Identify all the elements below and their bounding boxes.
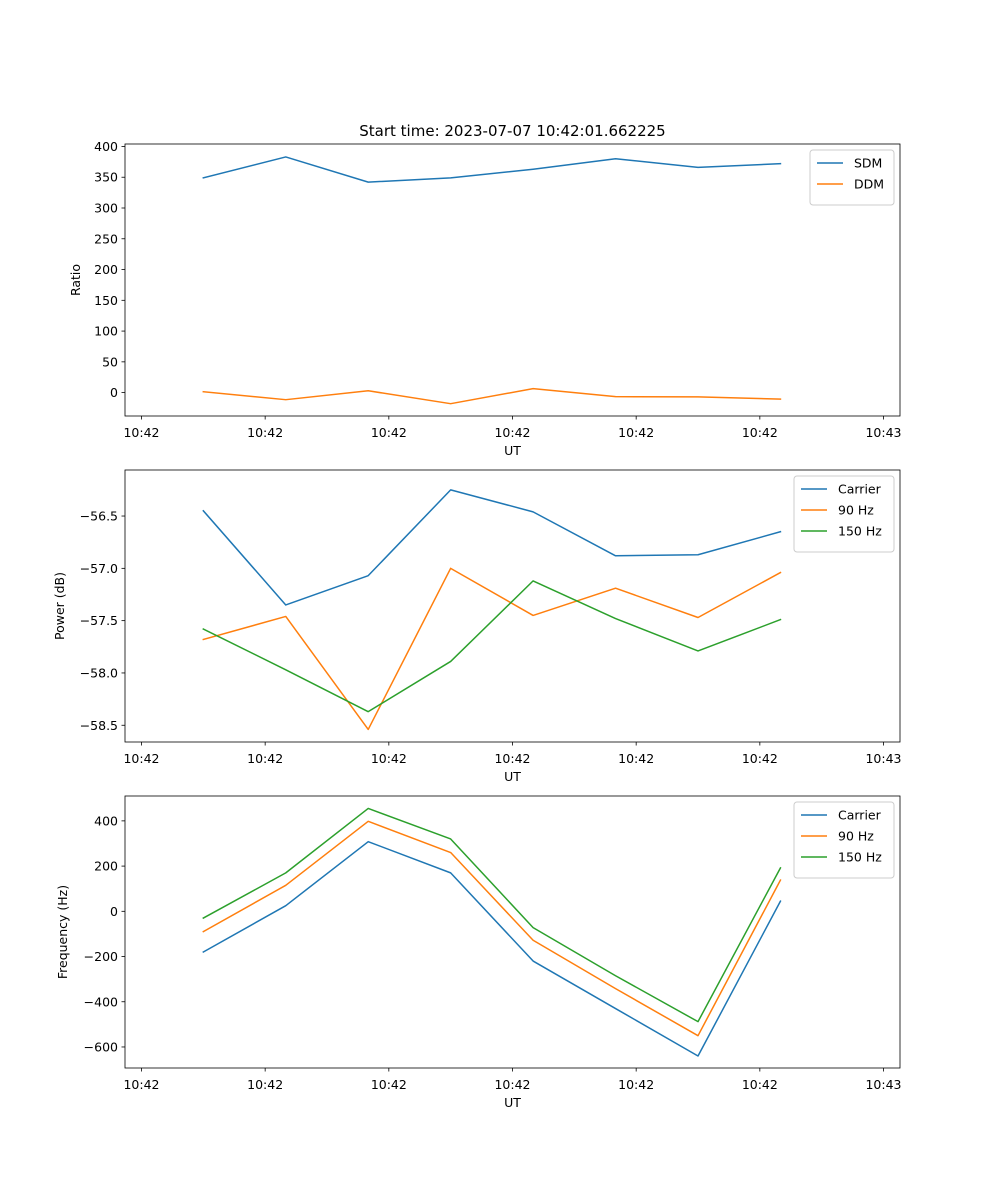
y-tick-label: 50	[102, 354, 118, 369]
x-tick-label: 10:42	[123, 425, 159, 440]
x-tick-label: 10:42	[123, 751, 159, 766]
x-tick-label: 10:42	[618, 751, 654, 766]
x-tick-label: 10:42	[371, 425, 407, 440]
y-tick-label: 350	[94, 170, 118, 185]
y-tick-label: 200	[94, 859, 118, 874]
legend: Carrier 90 Hz 150 Hz	[793, 475, 895, 553]
y-tick-label: −57.5	[80, 613, 118, 628]
x-tick-label: 10:42	[494, 751, 530, 766]
y-tick-label: −600	[84, 1039, 118, 1054]
y-tick-label: −58.5	[80, 718, 118, 733]
y-tick-label: −56.5	[80, 509, 118, 524]
axes-frame	[124, 143, 901, 417]
legend-box	[793, 801, 895, 879]
series-line-sdm	[202, 156, 782, 183]
x-tick-label: 10:43	[865, 425, 901, 440]
legend-label: 150 Hz	[838, 850, 882, 865]
series-line-carrier	[202, 489, 782, 606]
power-panel: 10:42 10:42 10:42 10:42 10:42 10:42 10:43 −58.5…	[52, 469, 902, 784]
x-tick-label: 10:42	[123, 1077, 159, 1092]
x-tick-label: 10:42	[371, 751, 407, 766]
series-line-carrier	[202, 840, 782, 1057]
axes-frame	[124, 795, 901, 1069]
series-line-150-hz	[202, 807, 782, 1023]
legend-label: 90 Hz	[838, 503, 874, 518]
x-tick-label: 10:43	[865, 751, 901, 766]
legend-label: 90 Hz	[838, 829, 874, 844]
series-line-150-hz	[202, 580, 782, 713]
x-tick-label: 10:42	[247, 425, 283, 440]
legend-box	[793, 475, 895, 553]
x-tick-label: 10:42	[494, 425, 530, 440]
y-tick-label: −57.0	[80, 561, 118, 576]
y-tick-label: 100	[94, 324, 118, 339]
series-line-90-hz	[202, 567, 782, 731]
y-tick-label: 300	[94, 201, 118, 216]
y-axis-label: Power (dB)	[52, 572, 67, 640]
y-tick-label: 150	[94, 293, 118, 308]
legend-label: Carrier	[838, 808, 882, 823]
y-tick-label: −58.0	[80, 665, 118, 680]
x-tick-label: 10:42	[618, 1077, 654, 1092]
legend: Carrier 90 Hz 150 Hz	[793, 801, 895, 879]
legend-label: Carrier	[838, 482, 882, 497]
y-tick-label: 400	[94, 139, 118, 154]
x-tick-label: 10:42	[742, 1077, 778, 1092]
y-tick-label: 250	[94, 231, 118, 246]
y-tick-label: 0	[110, 385, 118, 400]
y-axis-label: Frequency (Hz)	[55, 885, 70, 979]
axes-frame	[124, 469, 901, 743]
series-line-90-hz	[202, 820, 782, 1037]
figure-title: Start time: 2023-07-07 10:42:01.662225	[359, 122, 665, 140]
legend-label: DDM	[854, 177, 884, 192]
x-tick-label: 10:42	[618, 425, 654, 440]
x-axis-label: UT	[504, 769, 521, 784]
x-tick-label: 10:43	[865, 1077, 901, 1092]
ratio-panel: 10:42 10:42 10:42 10:42 10:42 10:42 10:43 0 50 10…	[68, 139, 902, 458]
y-tick-label: −400	[84, 994, 118, 1009]
y-axis-label: Ratio	[68, 264, 83, 296]
x-tick-label: 10:42	[742, 751, 778, 766]
x-tick-label: 10:42	[371, 1077, 407, 1092]
y-tick-label: 0	[110, 904, 118, 919]
y-tick-label: −200	[84, 949, 118, 964]
x-axis-label: UT	[504, 1095, 521, 1110]
x-tick-label: 10:42	[247, 1077, 283, 1092]
legend: SDM DDM	[809, 149, 895, 206]
legend-label: SDM	[854, 156, 882, 171]
x-tick-label: 10:42	[494, 1077, 530, 1092]
y-tick-label: 400	[94, 813, 118, 828]
y-tick-label: 200	[94, 262, 118, 277]
x-tick-label: 10:42	[742, 425, 778, 440]
legend-label: 150 Hz	[838, 524, 882, 539]
frequency-panel: 10:42 10:42 10:42 10:42 10:42 10:42 10:43 −600 −…	[55, 795, 902, 1110]
series-line-ddm	[202, 387, 782, 405]
x-tick-label: 10:42	[247, 751, 283, 766]
x-axis-label: UT	[504, 443, 521, 458]
